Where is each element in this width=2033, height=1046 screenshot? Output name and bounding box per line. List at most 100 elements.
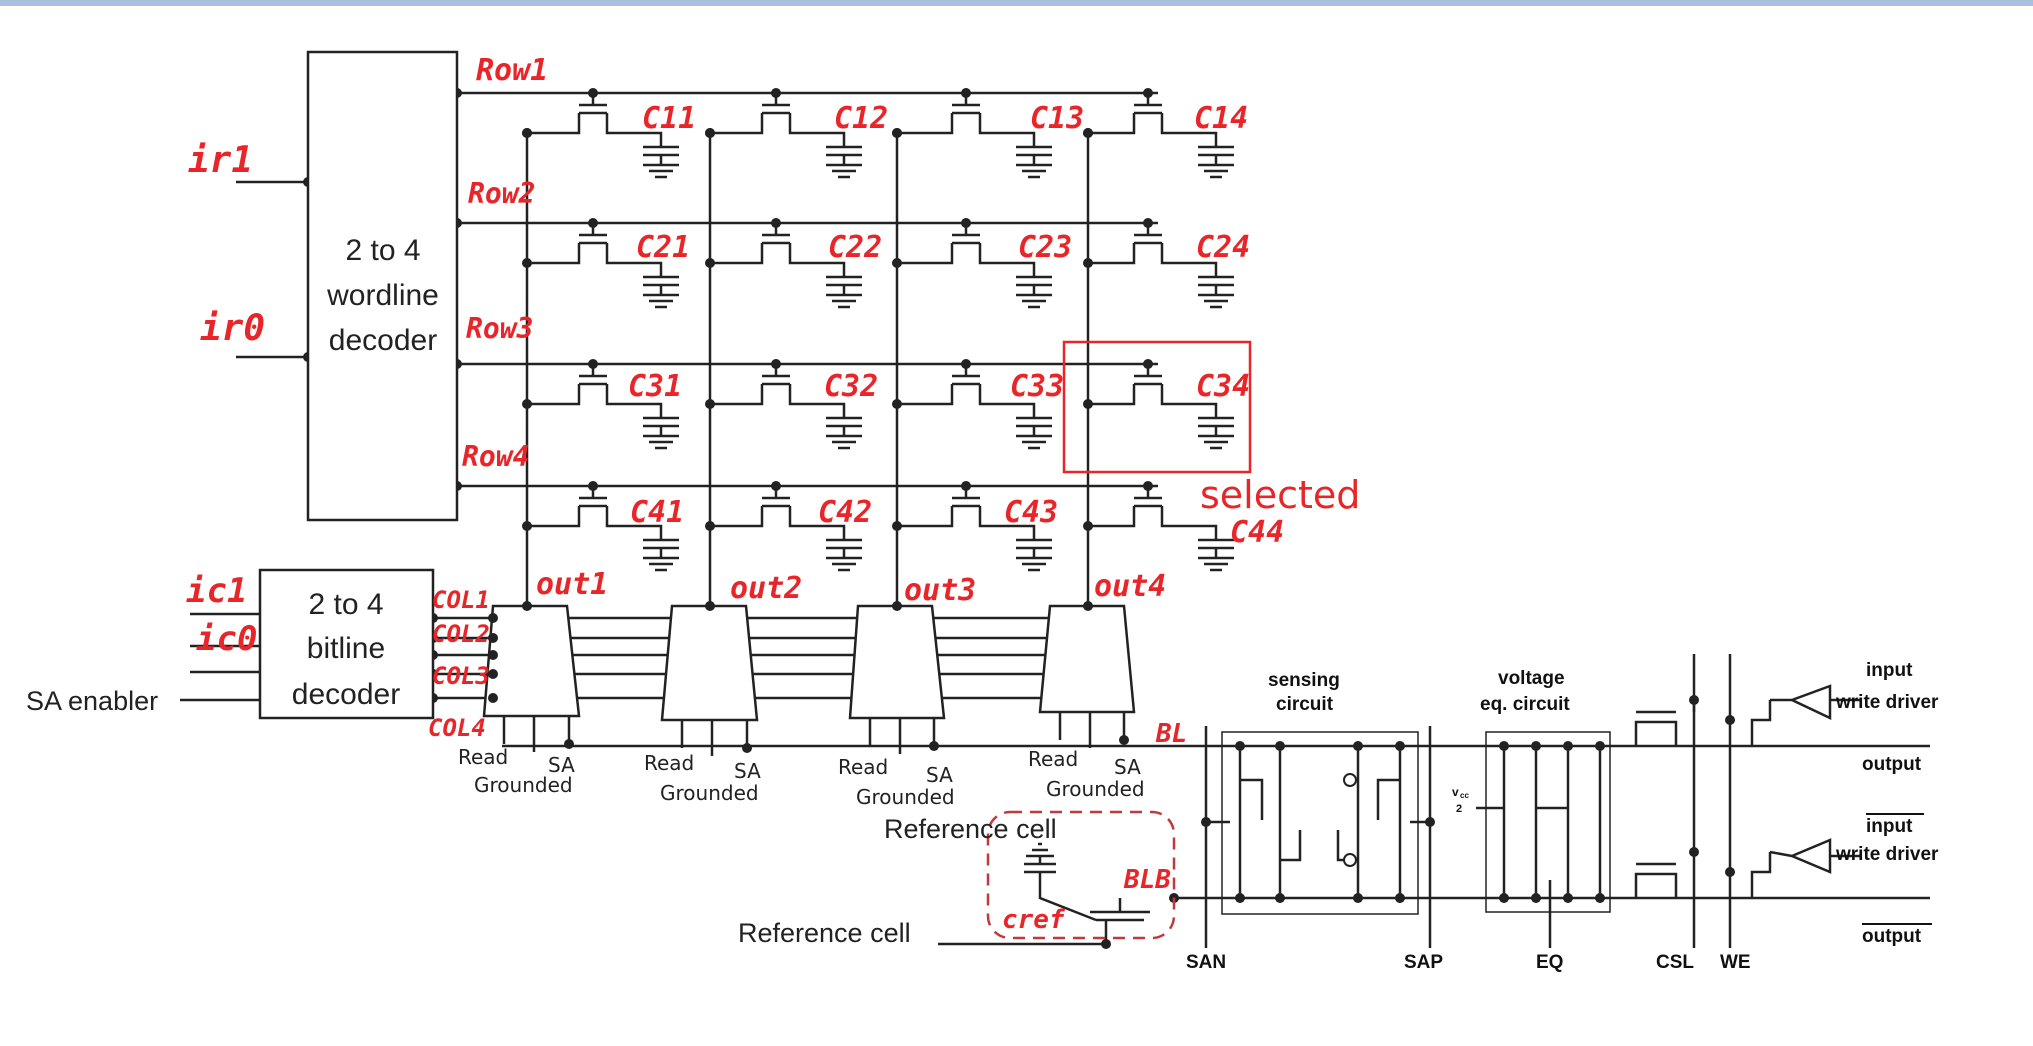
pmos-bubble [1343,853,1357,867]
sense-transistor-gate [1280,830,1302,862]
input-ic0: ic0 [196,619,257,659]
cell-r1c1-drain [527,113,581,135]
cell-label: C14 [1194,101,1248,136]
cell-r4c3-source [978,506,1036,540]
junction-dot [1143,218,1153,228]
cell-r2c1-source [605,243,663,277]
junction-dot [705,601,715,611]
mux-grounded-label: Grounded [856,785,955,809]
junction-dot [1531,741,1541,751]
out-label-2: out2 [730,571,802,606]
top-bar [0,0,2033,6]
junction-dot [588,88,598,98]
junction-dot [771,218,781,228]
junction-dot [588,218,598,228]
junction-dot [1595,893,1605,903]
junction-dot [1083,399,1093,409]
bl-label: BL [1155,719,1187,749]
bitline-decoder-line1: 2 to 4 [308,588,383,621]
junction-dot [1083,128,1093,138]
mux-3 [848,604,946,720]
cell-r2c2-source [788,243,846,277]
junction-dot [705,399,715,409]
reference-cell-label: Reference cell [884,814,1057,844]
selected-cell-box [1062,340,1252,474]
junction-dot [1595,741,1605,751]
input-ir1: ir1 [188,140,253,181]
write-driver-bar-triangle [1788,838,1832,874]
junction-dot [929,741,939,751]
junction-dot [1531,893,1541,903]
csl-transistor-bottom [1634,872,1678,898]
cell-r4c4-drain [1088,506,1136,528]
junction-dot [961,359,971,369]
cell-r2c2-drain [710,243,764,265]
junction-dot [1499,893,1509,903]
mux-sa-label: SA [1114,755,1141,779]
wordline-decoder-line3: decoder [329,324,437,357]
cell-r1c1-source [605,113,663,147]
wordline-decoder-box [306,50,459,522]
cell-r2c4-drain [1088,243,1136,265]
mux-1 [482,604,581,718]
junction-dot [892,521,902,531]
mux-read-label: Read [838,755,888,779]
cell-r2c3-source [978,243,1036,277]
cell-label: C13 [1030,101,1084,136]
ref-drain [1038,872,1097,922]
junction-dot [1235,741,1245,751]
write-driver-triangle [1788,684,1832,720]
pmos-bubble [1343,773,1357,787]
junction-dot [961,481,971,491]
cell-label: C31 [628,369,682,404]
mux-sa-label: SA [734,759,761,783]
mux-grounded-label: Grounded [660,781,759,805]
junction-dot [1395,741,1405,751]
input-ic1: ic1 [186,571,247,611]
cell-label: C11 [642,101,696,136]
cell-r3c3-drain [897,384,954,406]
cell-label: C21 [636,230,690,265]
bitline-decoder-line2: bitline [307,632,385,665]
junction-dot [1083,601,1093,611]
row-label-4: Row4 [462,440,529,473]
wordline-decoder-line1: 2 to 4 [345,234,420,267]
cell-r1c2-drain [710,113,764,135]
bitline-decoder-line3: decoder [292,678,400,711]
junction-dot [1353,893,1363,903]
signal-sap: SAP [1404,952,1443,973]
cell-r1c3-drain [897,113,954,135]
out-label-4: out4 [1094,569,1166,604]
junction-dot [892,601,902,611]
col-label-3: COL3 [432,662,490,690]
junction-dot [961,88,971,98]
junction-dot [961,218,971,228]
voltage-eq-label-2: eq. circuit [1480,694,1570,715]
junction-dot [588,481,598,491]
cell-label: C32 [824,369,878,404]
junction-dot [1083,258,1093,268]
junction-dot [1725,867,1735,877]
col-label-2: COL2 [432,620,490,648]
cell-r1c4-source [1160,113,1218,147]
junction-dot [522,521,532,531]
junction-dot [1499,741,1509,751]
cell-r4c1-drain [527,506,581,528]
cell-label: C33 [1010,369,1064,404]
junction-dot [771,481,781,491]
junction-dot [1395,893,1405,903]
junction-dot [892,399,902,409]
write-driver-bar-wire [1769,850,1793,858]
junction-dot [1725,715,1735,725]
junction-dot [1689,695,1699,705]
junction-dot [588,359,598,369]
cell-r2c3-drain [897,243,954,265]
sensing-circuit-label-2: circuit [1276,694,1334,715]
signal-csl: CSL [1656,952,1694,973]
cell-r3c2-source [788,384,846,418]
junction-dot [1143,481,1153,491]
reference-cell-box [986,810,1176,940]
junction-dot [522,601,532,611]
voltage-eq-box [1485,731,1611,913]
voltage-eq-label: voltage [1498,668,1565,689]
